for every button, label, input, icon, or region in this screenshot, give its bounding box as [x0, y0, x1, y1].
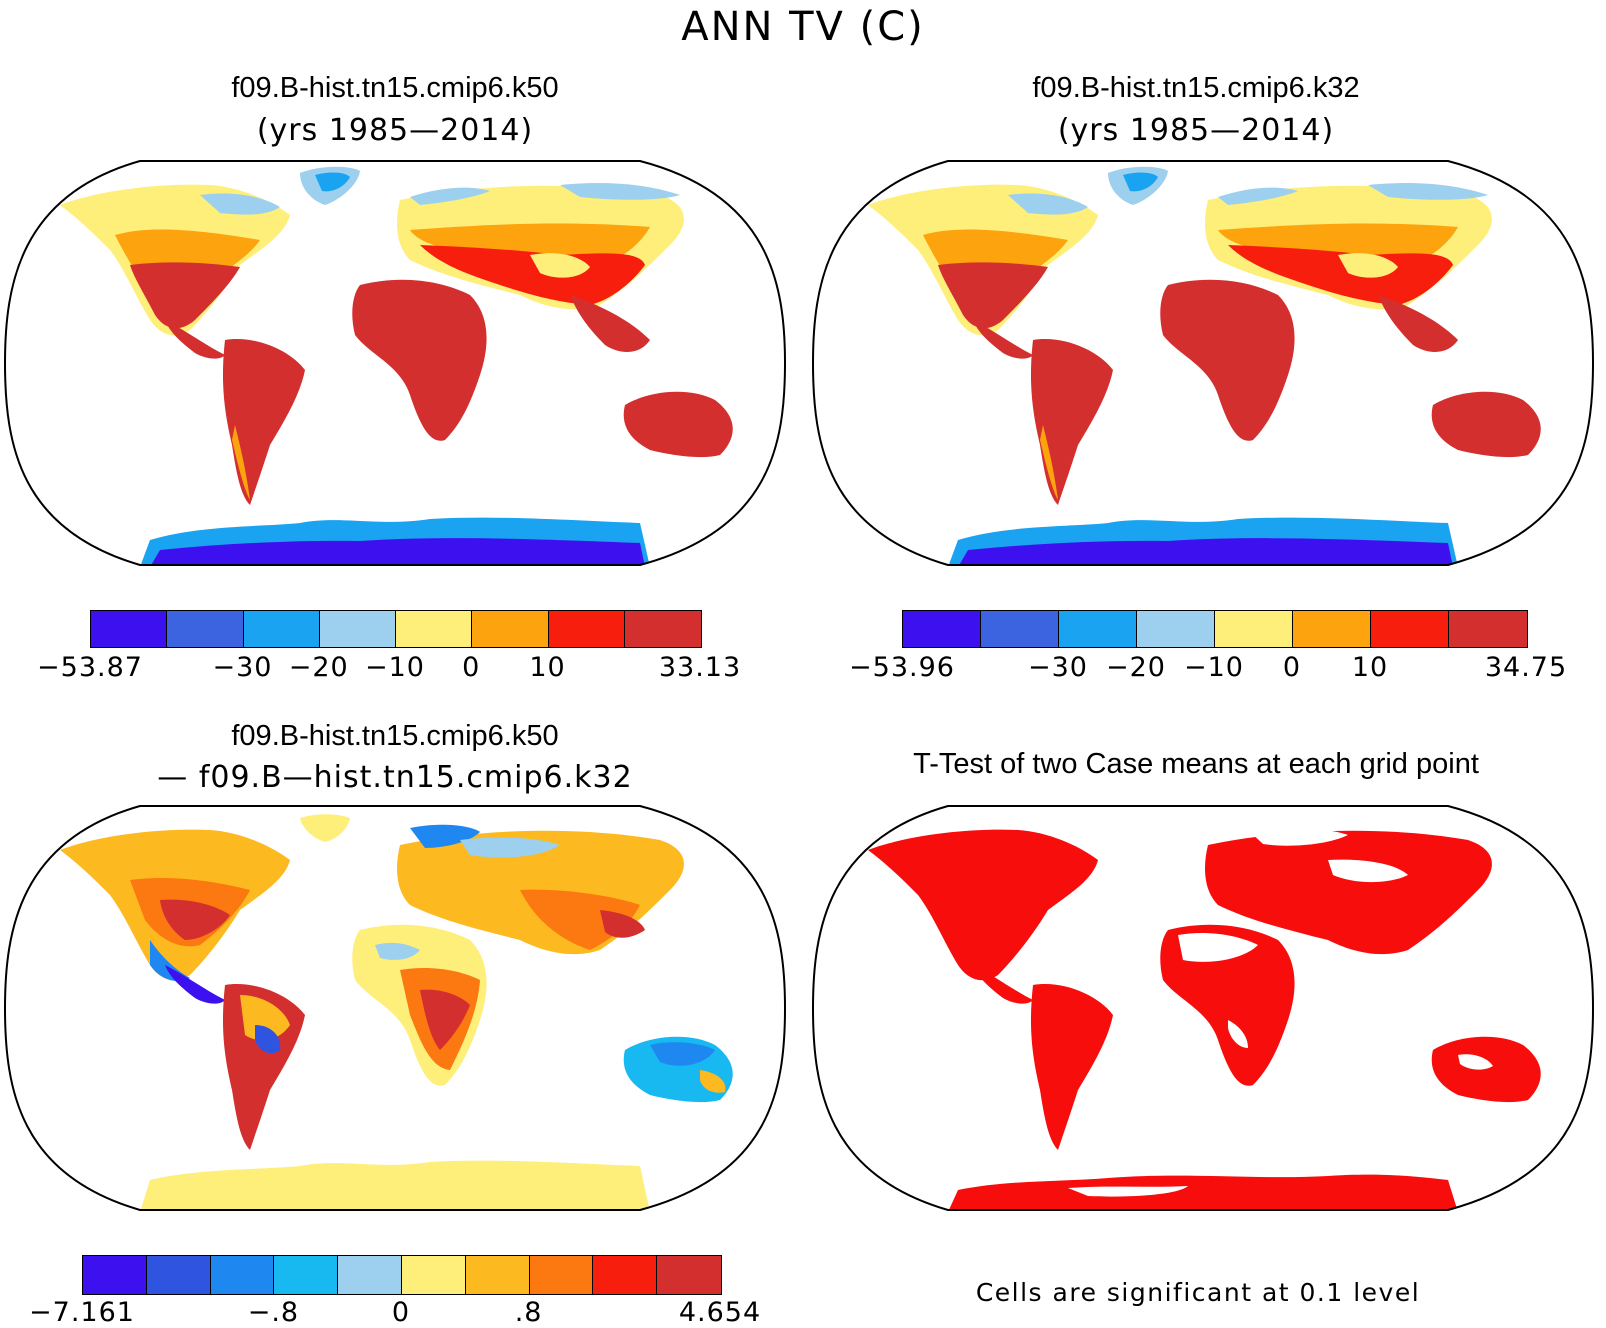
colorbar-label: 10 — [529, 652, 566, 683]
colorbar-swatch — [396, 611, 473, 647]
colorbar-swatch — [465, 1256, 530, 1294]
colorbar-label: −30 — [212, 652, 273, 683]
panel2-map — [811, 160, 1595, 566]
colorbar-label: 33.13 — [658, 652, 742, 683]
panel1-map — [3, 160, 787, 566]
antarctica-significant — [948, 1174, 1458, 1210]
panel1-title: f09.B-hist.tn15.cmip6.k50 — [231, 72, 559, 104]
colorbar-swatch — [1215, 611, 1293, 647]
colorbar-label: −53.87 — [37, 652, 143, 683]
colorbar-swatch — [91, 611, 168, 647]
colorbar-label: −30 — [1028, 652, 1088, 683]
colorbar-swatch — [402, 1256, 466, 1294]
colorbar-swatch — [548, 611, 625, 647]
colorbar-label: −10 — [365, 652, 425, 683]
colorbar-swatch — [146, 1256, 211, 1294]
figure-title: ANN TV (C) — [681, 4, 925, 50]
panel3-subtitle: — f09.B—hist.tn15.cmip6.k32 — [157, 760, 633, 795]
colorbar-swatch — [981, 611, 1059, 647]
panel1-colorbar — [90, 610, 702, 648]
panel2-colorbar — [902, 610, 1528, 648]
colorbar-swatch — [657, 1256, 721, 1294]
colorbar-label: 10 — [1351, 652, 1389, 683]
australia-significant — [1431, 1036, 1541, 1103]
panel4-title: T-Test of two Case means at each grid po… — [913, 748, 1479, 780]
panel2-title: f09.B-hist.tn15.cmip6.k32 — [1032, 72, 1360, 104]
colorbar-label: 0 — [462, 652, 481, 683]
colorbar-label: 4.654 — [678, 1297, 762, 1328]
colorbar-swatch — [1137, 611, 1215, 647]
africa-region — [1160, 279, 1295, 441]
colorbar-swatch — [529, 1256, 594, 1294]
colorbar-label: 0 — [391, 1297, 411, 1328]
colorbar-swatch — [1371, 611, 1449, 647]
colorbar-label: −20 — [1106, 652, 1166, 683]
colorbar-swatch — [338, 1256, 402, 1294]
colorbar-swatch — [243, 611, 320, 647]
colorbar-label: −7.161 — [29, 1297, 135, 1328]
colorbar-swatch — [472, 611, 549, 647]
panel3-colorbar — [82, 1255, 722, 1295]
colorbar-swatch — [83, 1256, 147, 1294]
colorbar-swatch — [274, 1256, 339, 1294]
colorbar-label: 34.75 — [1484, 652, 1568, 683]
south-america-significant — [1030, 984, 1113, 1150]
colorbar-label: .8 — [514, 1297, 543, 1328]
colorbar-swatch — [1059, 611, 1137, 647]
colorbar-label: −10 — [1184, 652, 1244, 683]
colorbar-swatch — [903, 611, 981, 647]
colorbar-swatch — [1449, 611, 1527, 647]
australia-region — [1431, 391, 1541, 458]
colorbar-swatch — [167, 611, 244, 647]
antarctica-core — [150, 538, 645, 565]
colorbar-swatch — [1293, 611, 1371, 647]
panel4-map — [811, 805, 1595, 1211]
panel4-footnote: Cells are significant at 0.1 level — [975, 1278, 1421, 1307]
south-america-region — [1030, 339, 1113, 505]
panel2-subtitle: (yrs 1985—2014) — [1057, 113, 1335, 148]
africa-region — [352, 279, 487, 441]
eurasia-significant — [1205, 830, 1492, 955]
colorbar-swatch — [319, 611, 396, 647]
colorbar-swatch — [210, 1256, 275, 1294]
colorbar-label: −20 — [288, 652, 349, 683]
colorbar-swatch — [593, 1256, 658, 1294]
colorbar-label: −53.96 — [849, 652, 955, 683]
panel2-colorbar-labels: −53.96 −30 −20 −10 0 10 34.75 — [790, 652, 1606, 692]
panel3-colorbar-labels: −7.161 −.8 0 .8 4.654 — [0, 1297, 790, 1328]
colorbar-label: 0 — [1282, 652, 1302, 683]
colorbar-swatch — [624, 611, 701, 647]
colorbar-label: −.8 — [247, 1297, 300, 1328]
panel1-colorbar-labels: −53.87 −30 −20 −10 0 10 33.13 — [0, 652, 790, 692]
north-america-significant — [868, 829, 1098, 981]
south-america-region — [222, 339, 305, 505]
australia-region — [623, 391, 733, 458]
antarctica-region — [140, 1160, 650, 1210]
panel3-map — [3, 805, 787, 1211]
africa-significant — [1160, 924, 1295, 1086]
antarctica-core — [958, 538, 1453, 565]
panel3-title: f09.B-hist.tn15.cmip6.k50 — [231, 720, 559, 752]
panel1-subtitle: (yrs 1985—2014) — [256, 113, 534, 148]
